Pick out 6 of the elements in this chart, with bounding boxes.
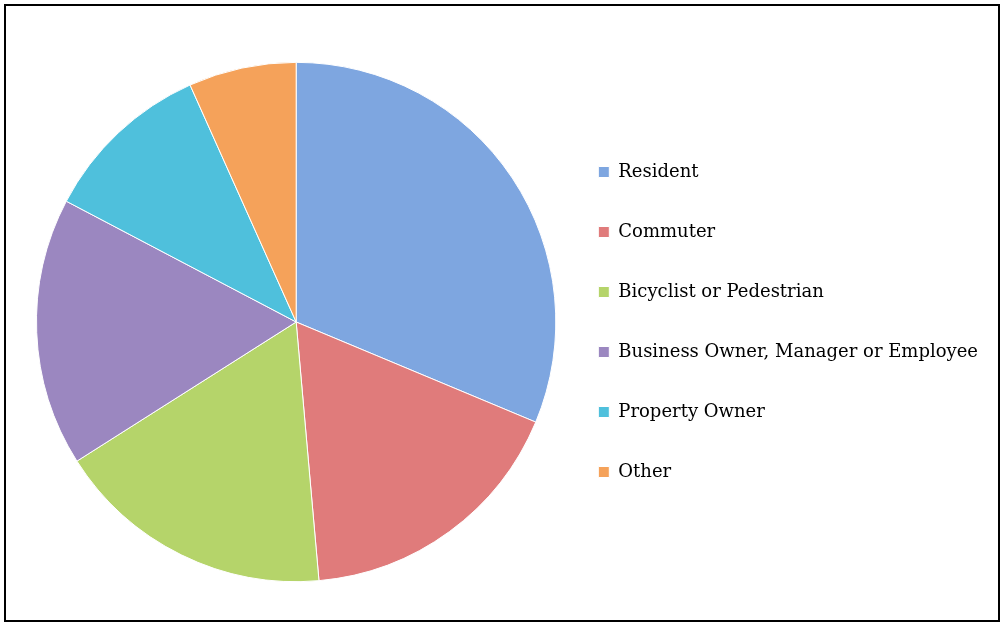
- legend-label: Commuter: [618, 219, 716, 241]
- legend-label: Other: [618, 459, 672, 481]
- legend-label: Bicyclist or Pedestrian: [618, 279, 825, 301]
- legend-label: Property Owner: [618, 399, 766, 421]
- legend-label: Business Owner, Manager or Employee: [618, 339, 978, 361]
- legend-label: Resident: [618, 159, 700, 181]
